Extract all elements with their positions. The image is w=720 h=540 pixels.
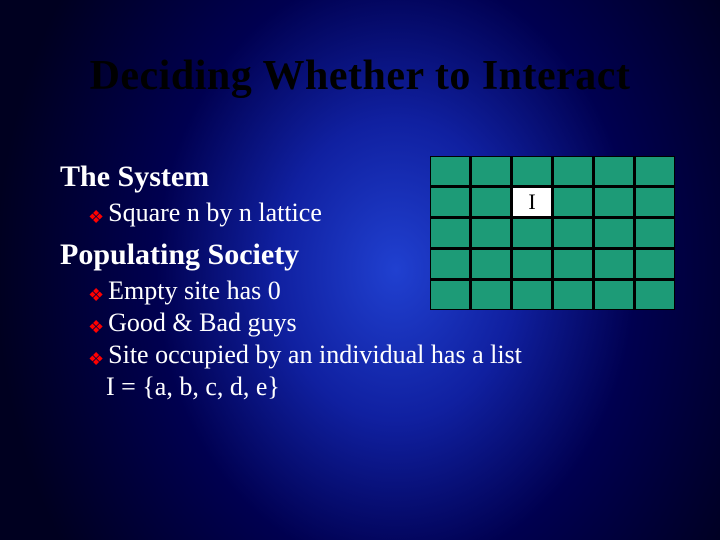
lattice-cell bbox=[554, 250, 592, 278]
lattice-cell bbox=[513, 250, 551, 278]
lattice-cell bbox=[595, 250, 633, 278]
lattice-grid: I bbox=[430, 156, 675, 310]
lattice-cell bbox=[554, 157, 592, 185]
lattice-cell bbox=[513, 281, 551, 309]
bullet-text: Empty site has 0 bbox=[108, 276, 281, 306]
lattice-cell bbox=[431, 281, 469, 309]
lattice-cell-highlight: I bbox=[513, 188, 551, 216]
lattice-cell bbox=[636, 250, 674, 278]
lattice-cell bbox=[554, 219, 592, 247]
lattice-cell bbox=[636, 219, 674, 247]
slide-title: Deciding Whether to Interact bbox=[0, 0, 720, 100]
lattice-cell bbox=[431, 188, 469, 216]
lattice-cell bbox=[595, 281, 633, 309]
diamond-bullet-icon: ❖ bbox=[88, 350, 104, 368]
lattice-cell bbox=[636, 281, 674, 309]
lattice-cell bbox=[595, 188, 633, 216]
bullet-item: ❖ Good & Bad guys bbox=[88, 308, 660, 338]
lattice-cell bbox=[431, 250, 469, 278]
bullet-text: Site occupied by an individual has a lis… bbox=[108, 340, 522, 370]
lattice-cell bbox=[554, 188, 592, 216]
lattice-grid-inner: I bbox=[430, 156, 675, 310]
lattice-cell bbox=[431, 157, 469, 185]
bullet-item: ❖ Site occupied by an individual has a l… bbox=[88, 340, 660, 370]
bullet-text: Good & Bad guys bbox=[108, 308, 297, 338]
bullet-subtext: I = {a, b, c, d, e} bbox=[106, 372, 660, 402]
lattice-cell bbox=[636, 188, 674, 216]
lattice-cell bbox=[472, 250, 510, 278]
lattice-cell bbox=[472, 219, 510, 247]
lattice-cell bbox=[472, 281, 510, 309]
diamond-bullet-icon: ❖ bbox=[88, 286, 104, 304]
lattice-cell bbox=[636, 157, 674, 185]
lattice-cell bbox=[595, 157, 633, 185]
bullet-text: Square n by n lattice bbox=[108, 198, 322, 228]
diamond-bullet-icon: ❖ bbox=[88, 208, 104, 226]
lattice-cell bbox=[513, 219, 551, 247]
lattice-cell bbox=[472, 188, 510, 216]
lattice-cell bbox=[431, 219, 469, 247]
lattice-cell bbox=[513, 157, 551, 185]
diamond-bullet-icon: ❖ bbox=[88, 318, 104, 336]
lattice-cell bbox=[595, 219, 633, 247]
lattice-cell bbox=[472, 157, 510, 185]
lattice-cell bbox=[554, 281, 592, 309]
